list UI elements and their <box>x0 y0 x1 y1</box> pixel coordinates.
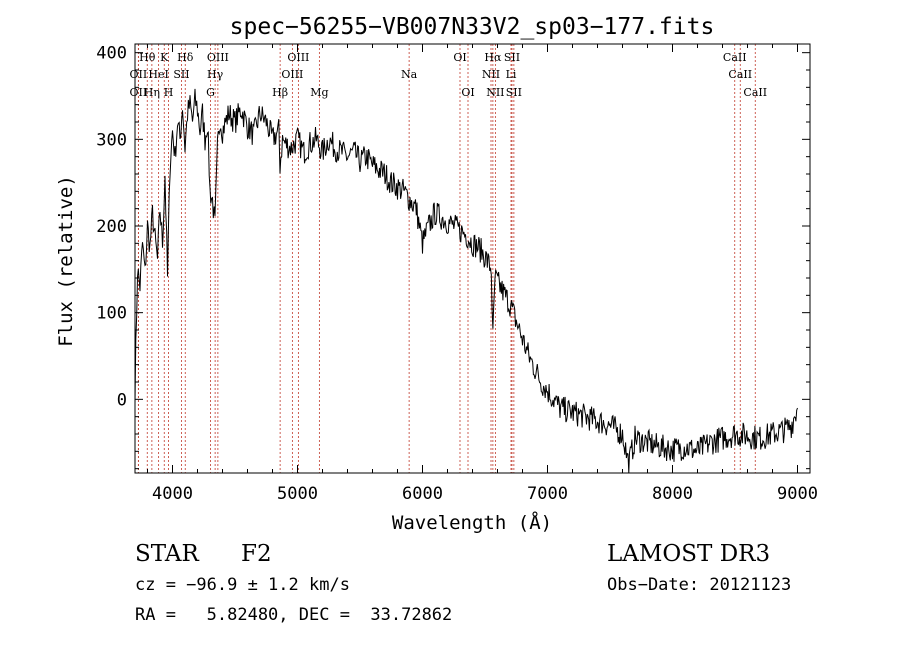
line-id-label: SII <box>506 86 522 99</box>
line-id-label: OII <box>130 68 148 81</box>
x-axis-label: Wavelength (Å) <box>392 511 552 534</box>
object-class: STAR <box>135 541 199 567</box>
line-id-label: OIII <box>287 51 309 64</box>
line-id-label: OI <box>461 86 474 99</box>
x-tick-label: 4000 <box>152 484 193 504</box>
line-id-label: Hα <box>484 51 502 64</box>
y-axis-label: Flux (relative) <box>55 175 77 347</box>
y-tick-label: 0 <box>117 390 127 410</box>
line-id-label: SII <box>504 51 520 64</box>
coordinates: RA = 5.82480, DEC = 33.72862 <box>135 605 452 625</box>
line-id-label: G <box>206 86 215 99</box>
line-id-label: OIII <box>207 51 229 64</box>
line-id-label: OIII <box>281 68 303 81</box>
x-tick-label: 9000 <box>777 484 818 504</box>
observation-date: Obs−Date: 20121123 <box>607 575 791 595</box>
x-tick-label: 7000 <box>527 484 568 504</box>
y-tick-label: 400 <box>96 44 127 64</box>
line-id-label: OII <box>130 86 148 99</box>
line-id-label: K <box>160 51 169 64</box>
line-id-label: Na <box>401 68 418 81</box>
x-axis-ticks: 4000 5000 6000 7000 8000 9000 <box>147 44 818 504</box>
line-id-label: HeI <box>148 68 168 81</box>
object-subclass: F2 <box>241 541 272 567</box>
line-id-label: Hδ <box>177 51 194 64</box>
y-tick-label: 100 <box>96 304 127 324</box>
y-tick-label: 300 <box>96 130 127 150</box>
line-id-label: H <box>164 86 174 99</box>
line-id-label: CaII <box>743 86 767 99</box>
line-id-label: Hβ <box>272 86 288 99</box>
y-tick-label: 200 <box>96 217 127 237</box>
line-id-label: CaII <box>723 51 747 64</box>
line-id-label: Mg <box>310 86 328 99</box>
survey-name: LAMOST DR3 <box>607 541 770 567</box>
line-id-label: SII <box>173 68 189 81</box>
x-tick-label: 5000 <box>277 484 318 504</box>
line-id-label: Hη <box>144 86 160 99</box>
x-tick-label: 6000 <box>402 484 443 504</box>
line-id-markers <box>137 44 756 473</box>
y-axis-ticks: 0 100 200 300 400 <box>96 44 810 470</box>
redshift-value: cz = −96.9 ± 1.2 km/s <box>135 575 350 595</box>
x-tick-label: 8000 <box>652 484 693 504</box>
chart-title: spec−56255−VB007N33V2_sp03−177.fits <box>230 14 715 40</box>
line-id-label: Hγ <box>207 68 224 81</box>
line-id-label: CaII <box>728 68 752 81</box>
line-id-label: Hθ <box>139 51 156 64</box>
spectrum-line <box>134 88 798 474</box>
line-id-label: OI <box>453 51 466 64</box>
line-id-label: Li <box>506 68 517 81</box>
line-id-label: NII <box>482 68 500 81</box>
line-id-label: NII <box>486 86 504 99</box>
